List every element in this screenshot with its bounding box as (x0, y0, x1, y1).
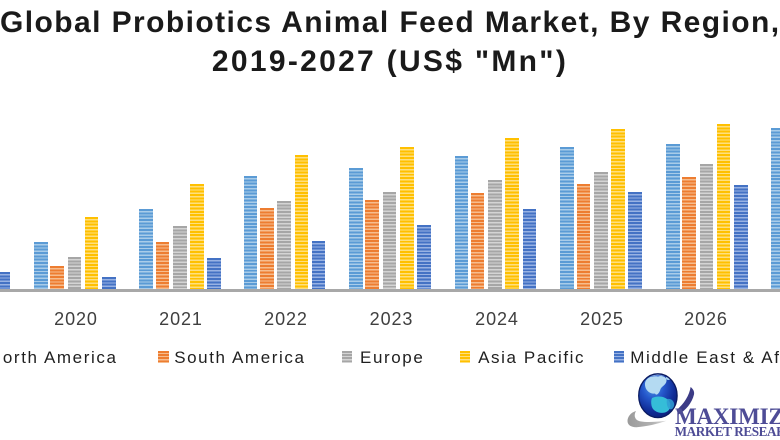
svg-text:MARKET RESEARCH: MARKET RESEARCH (675, 424, 780, 439)
svg-text:MAXIMIZE: MAXIMIZE (675, 404, 780, 429)
